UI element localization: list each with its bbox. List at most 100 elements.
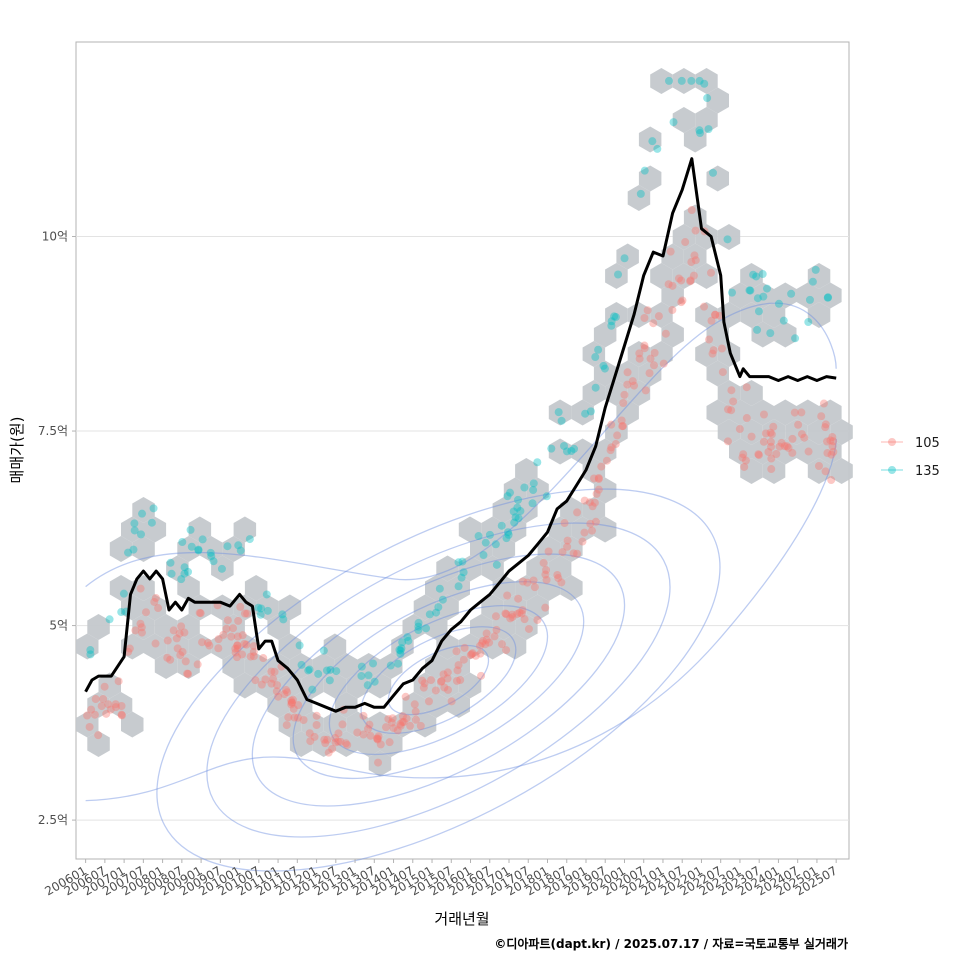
- trade-point: [689, 271, 698, 280]
- trade-point: [774, 299, 783, 308]
- hexbin: [436, 672, 459, 699]
- trade-point: [376, 740, 385, 749]
- trade-point: [823, 293, 832, 302]
- trade-point: [666, 247, 675, 256]
- trade-point: [513, 503, 522, 512]
- trade-point: [481, 538, 490, 547]
- trade-point: [562, 447, 571, 456]
- trade-point: [724, 405, 733, 414]
- trade-point: [502, 610, 511, 619]
- trade-point: [384, 714, 393, 723]
- trade-point: [297, 660, 306, 669]
- hexbin: [492, 536, 516, 562]
- trade-point: [711, 310, 720, 319]
- trade-point: [653, 144, 662, 153]
- trade-point: [745, 286, 754, 295]
- trade-point: [635, 354, 644, 363]
- trade-point: [754, 307, 763, 316]
- trade-point: [590, 474, 599, 483]
- trade-point: [233, 644, 242, 653]
- y-axis: 2.5억 5억 7.5억 10억: [38, 230, 76, 827]
- trade-point: [223, 542, 232, 551]
- trade-point: [236, 546, 245, 555]
- trade-point: [740, 462, 749, 471]
- hexbin: [616, 360, 639, 387]
- hexbin: [391, 711, 414, 738]
- hexbin: [526, 594, 549, 621]
- trade-point: [284, 713, 293, 722]
- trade-point: [440, 683, 449, 692]
- legend-label: 105: [915, 436, 940, 451]
- trade-point: [686, 276, 695, 285]
- trade-point: [471, 651, 480, 660]
- trade-point: [207, 552, 216, 561]
- trade-point: [389, 724, 398, 733]
- hexbin: [244, 653, 268, 679]
- trade-point: [600, 364, 609, 373]
- trade-point: [708, 168, 717, 177]
- trade-point: [767, 454, 776, 463]
- hexbin: [425, 692, 448, 718]
- trade-point: [824, 293, 833, 302]
- hexbin: [470, 614, 493, 640]
- hexbin: [132, 614, 155, 640]
- trade-point: [131, 626, 140, 635]
- trade-point: [491, 540, 500, 549]
- trade-point: [753, 325, 762, 334]
- trade-point: [396, 720, 405, 729]
- trade-point: [124, 548, 133, 557]
- trade-point: [398, 712, 407, 721]
- trade-point: [618, 422, 627, 431]
- trade-point: [104, 700, 113, 709]
- trade-point: [83, 711, 92, 720]
- x-axis: 2006012006072007012007072008012008072009…: [42, 859, 840, 899]
- trade-point: [533, 615, 542, 624]
- trade-point: [594, 485, 603, 494]
- trade-point: [424, 697, 433, 706]
- trade-point: [173, 644, 182, 653]
- hexbin: [650, 68, 673, 94]
- trade-point: [759, 410, 768, 419]
- trade-point: [729, 397, 738, 406]
- trade-point: [163, 653, 172, 662]
- trade-point: [554, 574, 563, 583]
- trade-point: [401, 692, 410, 701]
- trade-point: [573, 549, 582, 558]
- y-tick-label: 7.5억: [38, 424, 68, 438]
- hexbin: [109, 536, 133, 562]
- hexbin: [368, 672, 392, 699]
- trade-point: [331, 738, 340, 747]
- legend: 105 135: [881, 436, 940, 479]
- hexbin: [627, 380, 651, 406]
- trade-point: [553, 570, 562, 579]
- trade-point: [636, 189, 645, 198]
- trade-point: [236, 602, 245, 611]
- trade-point: [452, 647, 461, 656]
- trade-point: [823, 449, 832, 458]
- hexbin: [481, 555, 504, 582]
- trade-point: [492, 560, 501, 569]
- trade-point: [623, 368, 632, 377]
- trade-point: [459, 655, 468, 664]
- hexbin: [380, 731, 403, 757]
- trade-point: [234, 541, 243, 550]
- trade-point: [646, 354, 655, 363]
- hexbin: [188, 633, 212, 660]
- trade-point: [406, 721, 415, 730]
- hexbin: [571, 516, 594, 543]
- trade-point: [198, 535, 207, 544]
- caption: ©디아파트(dapt.kr) / 2025.07.17 / 자료=국토교통부 실…: [494, 936, 848, 951]
- trade-point: [388, 714, 397, 723]
- trade-point: [478, 639, 487, 648]
- trade-point: [295, 641, 304, 650]
- trade-point: [385, 738, 394, 747]
- hexbin: [143, 516, 167, 543]
- hexbin: [312, 653, 335, 679]
- hexbin: [312, 731, 335, 757]
- trade-point: [214, 644, 223, 653]
- trade-point: [648, 137, 657, 146]
- trade-point: [482, 635, 491, 644]
- trade-point: [645, 369, 654, 378]
- trade-point: [308, 685, 317, 694]
- hexbin: [132, 497, 155, 523]
